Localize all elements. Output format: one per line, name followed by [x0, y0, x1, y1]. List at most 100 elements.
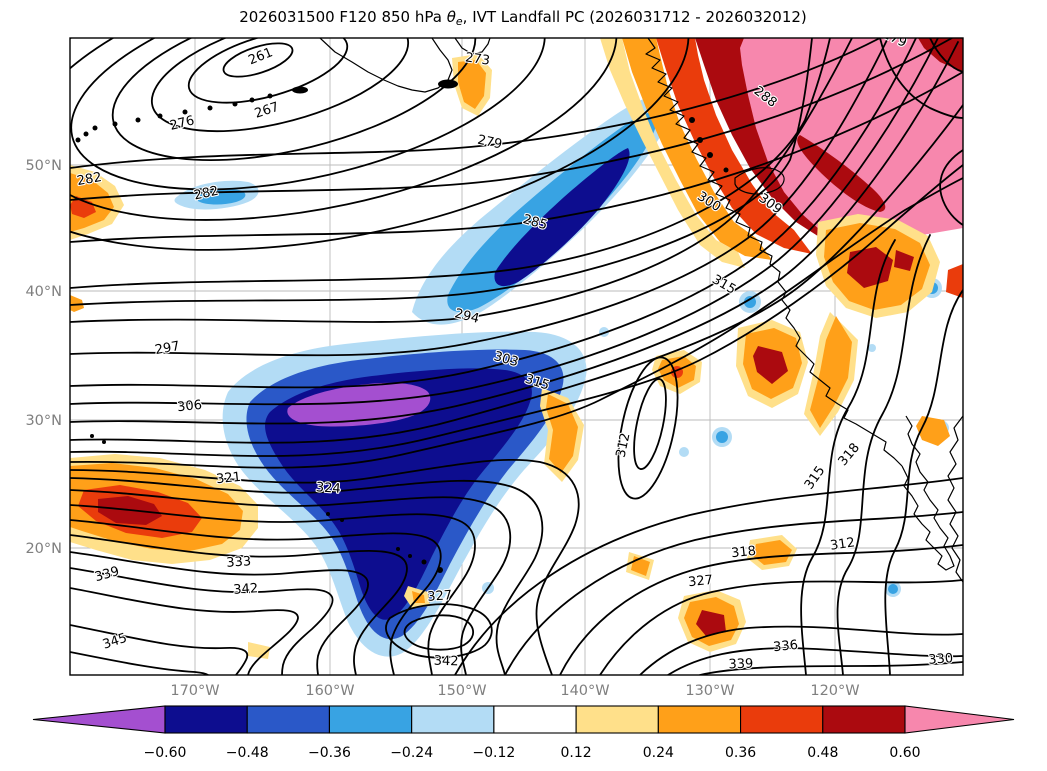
x-tick-label: 120°W [810, 683, 859, 699]
colorbar-segment [575, 705, 659, 734]
contour-line [599, 579, 963, 675]
map-area: 2612672732762792792822822852882942973003… [70, 38, 963, 675]
contour-label: 279 [476, 133, 503, 153]
colorbar-tick-label: 0.48 [807, 745, 838, 761]
contour-line [559, 544, 963, 675]
contour-line [150, 38, 410, 133]
shade-region [656, 38, 812, 254]
colorbar-segment [411, 705, 495, 734]
contour-line [70, 624, 249, 675]
y-tick-label: 40°N [25, 284, 62, 300]
coastline [249, 97, 255, 103]
shade-region [810, 316, 852, 428]
contour-label: 294 [453, 306, 481, 327]
x-axis-tick-labels: 170°W 160°W 150°W 140°W 130°W 120°W [170, 683, 859, 699]
shade-region [622, 38, 772, 260]
contour-line [385, 603, 493, 659]
colorbar-under-arrow [32, 705, 166, 734]
coastline [707, 152, 713, 158]
contour-line [70, 38, 889, 357]
y-tick-label: 30°N [25, 413, 62, 429]
coastline [319, 38, 453, 93]
contour-line [800, 239, 896, 675]
contour-line [70, 177, 963, 469]
coastline [92, 125, 98, 131]
contour-line [699, 661, 963, 675]
contour-line [929, 38, 963, 73]
y-tick-label: 20°N [25, 541, 62, 557]
contour-line [70, 38, 953, 201]
coastline [408, 554, 412, 558]
contour-line [879, 38, 963, 119]
coastline [396, 547, 400, 551]
colorbar-segment [328, 705, 413, 734]
contour-label: 276 [168, 113, 196, 134]
contour-line [70, 38, 831, 289]
contour-line [70, 38, 939, 406]
shade-region [70, 295, 84, 312]
coastline [689, 117, 695, 123]
colorbar-segment [740, 705, 824, 734]
colorbar-segment [657, 705, 742, 734]
shade-region [753, 540, 792, 565]
colorbar-tick-label: 0.36 [725, 745, 756, 761]
coastline [697, 137, 703, 143]
contour-label: 324 [315, 480, 341, 497]
colorbar-tick-label: −0.60 [144, 745, 187, 761]
coastline [207, 105, 213, 111]
contour-line [70, 489, 512, 675]
coastline [421, 559, 427, 565]
shade-region [679, 447, 689, 457]
contour-line [454, 477, 963, 675]
shade-region [946, 264, 963, 298]
coastline [734, 167, 785, 195]
contour-line [187, 38, 349, 104]
coastline [112, 121, 118, 127]
colorbar-segment [822, 705, 906, 734]
theta-e-contours [70, 38, 963, 675]
contour-line [836, 234, 931, 675]
y-tick-label: 50°N [25, 158, 62, 174]
coastline [182, 109, 188, 115]
contour-line [70, 567, 334, 675]
contour-line [70, 38, 881, 169]
coastline [102, 440, 106, 444]
colorbar-tick-label: −0.24 [390, 745, 433, 761]
x-tick-label: 130°W [685, 683, 734, 699]
contour-line [633, 378, 667, 470]
colorbar-tick-label: −0.12 [472, 745, 515, 761]
colorbar: −0.60 −0.48 −0.36 −0.24 −0.12 0.12 0.24 0.36 0.4… [32, 705, 1015, 761]
x-tick-label: 140°W [560, 683, 609, 699]
coastline [292, 86, 308, 94]
coastline [645, 38, 903, 467]
chart-title: 2026031500 F120 850 hPa θe, IVT Landfall… [239, 8, 807, 28]
contour-line [222, 42, 294, 78]
map-frame [69, 37, 964, 676]
coastline [267, 93, 273, 99]
x-tick-label: 160°W [305, 683, 354, 699]
shade-region [287, 382, 431, 427]
x-tick-label: 150°W [437, 683, 486, 699]
colorbar-tick-label: 0.12 [561, 745, 592, 761]
contour-line [70, 38, 917, 389]
shade-region [248, 642, 270, 659]
coastline [75, 137, 81, 143]
contour-line [70, 519, 442, 675]
coastline [326, 512, 330, 516]
coastline [454, 38, 491, 55]
colorbar-over-arrow [904, 705, 1015, 734]
coastline [90, 434, 94, 438]
coastlines [75, 38, 963, 583]
shade-region [696, 610, 726, 636]
shade-region [868, 344, 876, 352]
contour-label: 306 [177, 398, 203, 416]
y-axis-tick-labels: 50°N 40°N 30°N 20°N [25, 158, 62, 557]
contour-line [639, 625, 963, 675]
coastline [723, 167, 729, 173]
contour-line [70, 551, 369, 675]
contour-line [70, 477, 544, 675]
shade-region [716, 431, 728, 443]
coastline [340, 518, 344, 522]
shade-region [744, 296, 756, 308]
coastline [157, 113, 163, 119]
